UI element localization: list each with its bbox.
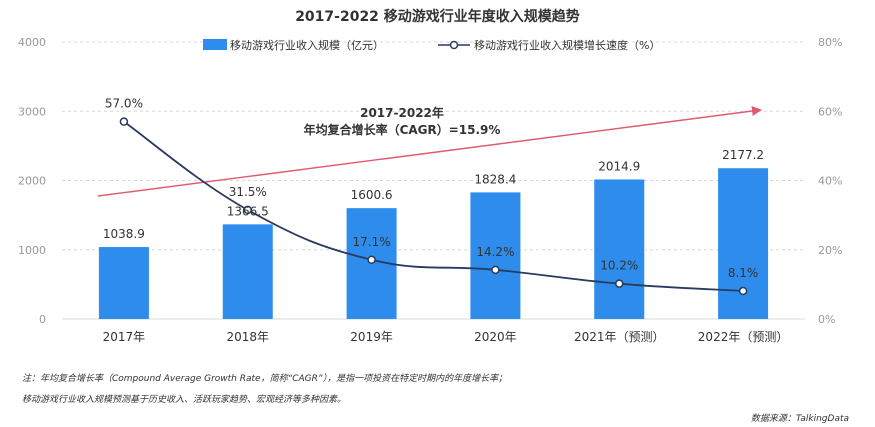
growth-rate-label: 57.0% — [105, 97, 143, 111]
growth-rate-label: 10.2% — [600, 259, 638, 273]
y-right-tick-label: 40% — [818, 175, 842, 188]
x-tick-label: 2021年（预测） — [574, 330, 665, 344]
cagr-trend-arrow — [97, 106, 762, 197]
x-tick-label: 2019年 — [350, 330, 393, 344]
y-left-tick-label: 3000 — [18, 105, 46, 118]
growth-rate-point — [367, 255, 376, 265]
y-left-tick-label: 4000 — [18, 36, 46, 49]
growth-rate-point — [243, 205, 252, 215]
y-right-tick-label: 80% — [818, 36, 842, 49]
y-left-tick-label: 2000 — [18, 175, 46, 188]
bar-value-label: 2014.9 — [598, 159, 640, 173]
x-tick-label: 2022年（预测） — [698, 330, 789, 344]
cagr-annotation-line1: 2017-2022年 — [360, 105, 444, 120]
legend-bar-swatch — [203, 39, 227, 50]
bar — [222, 224, 273, 319]
y-right-tick-label: 60% — [818, 105, 842, 118]
growth-rate-label: 17.1% — [353, 235, 391, 249]
cagr-annotation-line2: 年均复合增长率（CAGR）=15.9% — [304, 122, 501, 137]
growth-rate-label: 8.1% — [728, 266, 759, 280]
x-tick-label: 2020年 — [474, 330, 517, 344]
legend-line-marker — [449, 40, 459, 50]
x-tick-label: 2017年 — [103, 330, 146, 344]
footnote-cagr: 注：年均复合增长率（Compound Average Growth Rate，简… — [22, 374, 508, 384]
growth-rate-label: 31.5% — [229, 185, 267, 199]
bar-value-label: 1828.4 — [474, 172, 516, 186]
legend-bar-label: 移动游戏行业收入规模（亿元） — [230, 38, 384, 52]
x-tick-label: 2018年 — [226, 330, 269, 344]
bar-value-label: 1366.5 — [227, 204, 269, 218]
bar-value-label: 1038.9 — [103, 227, 145, 241]
growth-rate-point — [491, 265, 500, 275]
bar — [98, 247, 149, 319]
growth-rate-line — [123, 120, 744, 292]
chart-title: 2017-2022 移动游戏行业年度收入规模趋势 — [295, 9, 580, 25]
bar — [594, 179, 645, 319]
data-source: 数据来源：TalkingData — [750, 414, 849, 424]
y-right-tick-label: 20% — [818, 244, 842, 257]
y-right-tick-label: 0% — [818, 313, 835, 326]
growth-rate-point — [119, 117, 129, 126]
y-left-tick-label: 1000 — [18, 244, 46, 257]
growth-rate-label: 14.2% — [476, 245, 514, 259]
bar — [470, 192, 521, 319]
bar-value-label: 2177.2 — [722, 148, 764, 162]
growth-rate-point — [738, 286, 748, 296]
footnote-forecast: 移动游戏行业收入规模预测基于历史收入、活跃玩家趋势、宏观经济等多种因素。 — [22, 395, 347, 405]
bar — [718, 168, 769, 319]
legend-line-label: 移动游戏行业收入规模增长速度（%） — [474, 38, 660, 52]
y-left-tick-label: 0 — [39, 313, 46, 326]
growth-rate-point — [615, 279, 624, 288]
bar-value-label: 1600.6 — [351, 188, 393, 202]
